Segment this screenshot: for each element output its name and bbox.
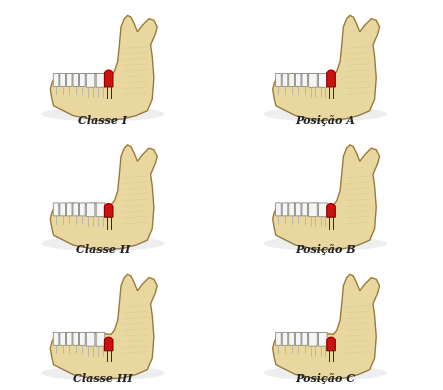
FancyBboxPatch shape [295,203,301,216]
Ellipse shape [264,106,387,121]
FancyBboxPatch shape [302,332,307,345]
FancyBboxPatch shape [80,203,85,216]
FancyBboxPatch shape [289,73,295,87]
Ellipse shape [264,236,387,251]
Text: Posição C: Posição C [295,374,355,385]
Polygon shape [327,70,335,87]
Polygon shape [273,274,380,379]
FancyBboxPatch shape [96,332,105,346]
Polygon shape [273,16,380,121]
FancyBboxPatch shape [60,332,66,345]
FancyBboxPatch shape [80,73,85,87]
Ellipse shape [41,236,164,251]
FancyBboxPatch shape [53,332,59,345]
FancyBboxPatch shape [276,73,281,87]
Polygon shape [51,274,157,379]
Text: Classe I: Classe I [78,115,128,126]
FancyBboxPatch shape [276,332,281,345]
FancyBboxPatch shape [86,332,95,346]
FancyBboxPatch shape [80,332,85,345]
Text: Classe II: Classe II [76,244,130,255]
FancyBboxPatch shape [289,203,295,216]
FancyBboxPatch shape [73,203,78,216]
FancyBboxPatch shape [282,203,288,216]
FancyBboxPatch shape [73,332,78,345]
Ellipse shape [41,365,164,380]
FancyBboxPatch shape [96,73,105,87]
FancyBboxPatch shape [302,73,307,87]
FancyBboxPatch shape [282,73,288,87]
FancyBboxPatch shape [53,203,59,216]
FancyBboxPatch shape [86,203,95,217]
FancyBboxPatch shape [309,332,317,346]
FancyBboxPatch shape [319,332,327,346]
FancyBboxPatch shape [73,73,78,87]
Polygon shape [105,70,113,87]
FancyBboxPatch shape [276,203,281,216]
FancyBboxPatch shape [319,73,327,87]
FancyBboxPatch shape [60,73,66,87]
Text: Posição A: Posição A [295,115,355,126]
FancyBboxPatch shape [295,73,301,87]
FancyBboxPatch shape [53,73,59,87]
Ellipse shape [264,365,387,380]
Polygon shape [51,145,157,250]
Polygon shape [273,145,380,250]
FancyBboxPatch shape [289,332,295,345]
FancyBboxPatch shape [319,203,327,217]
FancyBboxPatch shape [66,203,72,216]
Polygon shape [105,337,113,351]
FancyBboxPatch shape [60,203,66,216]
FancyBboxPatch shape [295,332,301,345]
FancyBboxPatch shape [96,203,105,217]
Polygon shape [105,204,113,217]
FancyBboxPatch shape [66,73,72,87]
Ellipse shape [41,106,164,121]
FancyBboxPatch shape [309,73,317,87]
FancyBboxPatch shape [66,332,72,345]
FancyBboxPatch shape [86,73,95,87]
Text: Classe III: Classe III [73,374,133,385]
Polygon shape [51,16,157,121]
Polygon shape [327,337,335,351]
FancyBboxPatch shape [309,203,317,217]
FancyBboxPatch shape [282,332,288,345]
Text: Posição B: Posição B [295,244,356,255]
FancyBboxPatch shape [302,203,307,216]
Polygon shape [327,204,335,217]
